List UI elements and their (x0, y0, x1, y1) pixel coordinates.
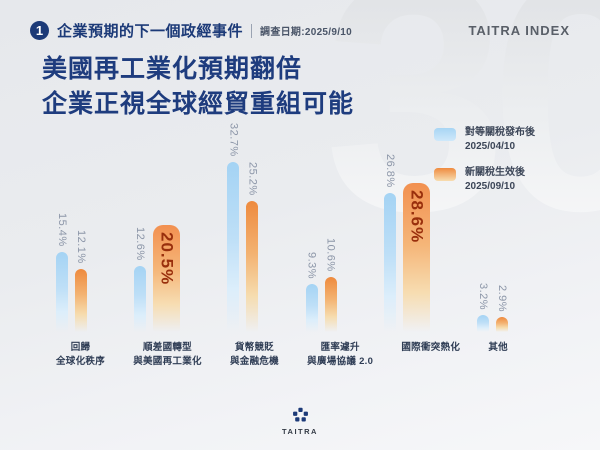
value-label-blue: 15.4% (56, 213, 68, 247)
brand-label: TAITRA INDEX (468, 23, 570, 38)
highlighted-orange-bar: 28.6% (402, 183, 430, 332)
header: 1 企業預期的下一個政經事件 調查日期:2025/9/10 TAITRA IND… (30, 20, 570, 41)
value-label-blue: 26.8% (383, 154, 396, 188)
value-label-orange: 28.6% (407, 190, 427, 244)
legend-swatch-orange (434, 168, 456, 181)
bar-column-orange: 12.1% (75, 230, 87, 332)
section-title: 企業預期的下一個政經事件 (57, 23, 244, 40)
blue-bar (56, 252, 68, 332)
page-title-line2: 企業正視全球經貿重組可能 (42, 89, 355, 118)
bar-pair: 26.8% 28.6% (383, 154, 430, 332)
blue-bar (134, 266, 147, 332)
bar-column-orange: 28.6% (402, 183, 430, 332)
category-label: 貨幣競貶 與金融危機 (229, 342, 279, 367)
value-label-orange: 25.2% (246, 162, 259, 196)
blue-bar (476, 315, 489, 332)
bar-column-blue: 9.3% (305, 251, 318, 332)
value-label-orange: 10.6% (324, 238, 337, 272)
highlighted-orange-bar: 20.5% (153, 225, 181, 332)
bar-column-blue: 12.6% (134, 227, 147, 332)
chart-groups: 15.4% 12.1% 12.6% 20.5% 32.7% 25.2% 9.3% 10.6% 2… (56, 112, 508, 332)
bar-pair: 3.2% 2.9% (476, 282, 508, 332)
page-title-line1: 美國再工業化預期翻倍 (42, 55, 303, 83)
value-label-orange: 12.1% (75, 230, 87, 264)
bar-column-orange: 25.2% (246, 162, 259, 332)
category-label: 回歸 全球化秩序 (56, 342, 106, 367)
blue-bar (305, 284, 318, 332)
bar-column-blue: 3.2% (476, 282, 489, 332)
legend-item-blue: 對等關稅發布後 2025/04/10 (434, 126, 564, 153)
chart-legend: 對等關稅發布後 2025/04/10 新關稅生效後 2025/09/10 (434, 126, 564, 206)
bar-column-orange: 2.9% (495, 284, 508, 332)
page-title: 美國再工業化預期翻倍 企業正視全球經貿重組可能 (42, 52, 354, 121)
orange-bar (324, 277, 337, 332)
bar-pair: 12.6% 20.5% (134, 225, 181, 332)
bar-column-blue: 15.4% (56, 213, 68, 332)
category-label: 其他 (488, 342, 508, 353)
value-label-orange: 20.5% (157, 232, 177, 286)
category-labels: 回歸 全球化秩序 順差國轉型 與美國再工業化 貨幣競貶 與金融危機 匯率遽升 與廣場協… (56, 341, 508, 369)
legend-label-orange: 新關稅生效後 2025/09/10 (465, 167, 525, 192)
legend-item-orange: 新關稅生效後 2025/09/10 (434, 166, 564, 193)
value-label-blue: 9.3% (305, 251, 318, 279)
category-label: 順差國轉型 與美國再工業化 (133, 342, 202, 367)
bar-group: 32.7% 25.2% (227, 123, 259, 332)
bar-group: 15.4% 12.1% (56, 213, 87, 332)
footer: TAITRA (0, 407, 600, 436)
orange-bar (495, 317, 508, 332)
orange-bar (75, 269, 87, 332)
blue-bar (227, 162, 240, 332)
legend-label-blue: 對等關稅發布後 2025/04/10 (465, 127, 535, 152)
bar-column-blue: 32.7% (227, 123, 240, 332)
bar-group: 3.2% 2.9% (476, 282, 508, 332)
value-label-blue: 12.6% (134, 227, 147, 261)
bar-group: 9.3% 10.6% (305, 238, 337, 332)
taitra-logo-icon (292, 407, 308, 422)
legend-swatch-blue (434, 128, 456, 141)
value-label-blue: 32.7% (227, 123, 240, 157)
bar-chart: 15.4% 12.1% 12.6% 20.5% 32.7% 25.2% 9.3% 10.6% 2… (56, 112, 508, 369)
category-label: 國際衝突熱化 (401, 342, 461, 353)
survey-date: 調查日期:2025/9/10 (260, 27, 353, 38)
taitra-logo-text: TAITRA (282, 427, 318, 436)
bar-pair: 9.3% 10.6% (305, 238, 337, 332)
bar-pair: 32.7% 25.2% (227, 123, 259, 332)
value-label-blue: 3.2% (476, 282, 489, 310)
section-number-badge: 1 (30, 21, 49, 40)
bar-column-orange: 20.5% (153, 225, 181, 332)
blue-bar (383, 193, 396, 332)
header-divider (251, 23, 253, 38)
orange-bar (246, 201, 259, 332)
bar-group: 12.6% 20.5% (134, 225, 181, 332)
category-label: 匯率遽升 與廣場協議 2.0 (307, 342, 374, 367)
value-label-orange: 2.9% (495, 284, 508, 312)
bar-column-blue: 26.8% (383, 154, 396, 332)
bar-pair: 15.4% 12.1% (56, 213, 87, 332)
bar-column-orange: 10.6% (324, 238, 337, 332)
bar-group: 26.8% 28.6% (383, 154, 430, 332)
